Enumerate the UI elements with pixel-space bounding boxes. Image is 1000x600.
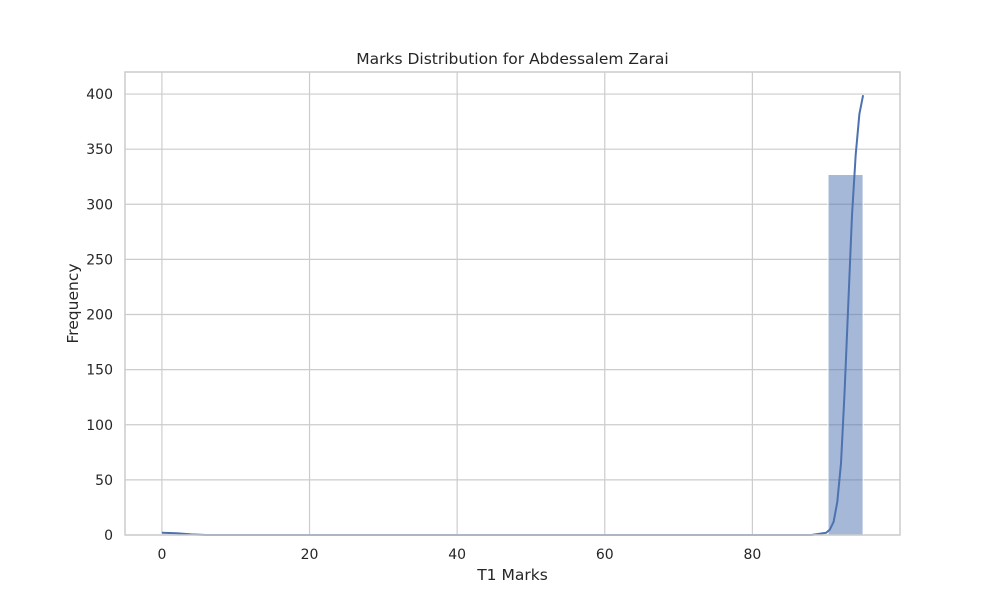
y-tick-label: 100: [86, 418, 113, 434]
x-tick-label: 0: [157, 547, 166, 563]
x-tick-label: 40: [448, 547, 466, 563]
y-tick-label: 300: [86, 197, 113, 213]
y-tick-label: 200: [86, 308, 113, 324]
y-tick-label: 50: [95, 473, 113, 489]
grid-lines: [125, 72, 900, 536]
chart-title: Marks Distribution for Abdessalem Zarai: [356, 50, 668, 68]
y-tick-label: 350: [86, 142, 113, 158]
y-tick-label: 250: [86, 252, 113, 268]
x-tick-labels: 0 20 40 60 80: [157, 547, 761, 563]
x-tick-label: 20: [301, 547, 319, 563]
y-tick-label: 400: [86, 87, 113, 103]
y-tick-label: 0: [104, 528, 113, 544]
plot-frame: [124, 71, 901, 536]
x-tick-label: 80: [743, 547, 761, 563]
y-axis-label: Frequency: [64, 263, 82, 343]
y-tick-labels: 0 50 100 150 200 250 300 350 400: [86, 87, 113, 544]
x-axis-label: T1 Marks: [476, 566, 548, 584]
y-tick-label: 150: [86, 363, 113, 379]
x-tick-label: 60: [596, 547, 614, 563]
